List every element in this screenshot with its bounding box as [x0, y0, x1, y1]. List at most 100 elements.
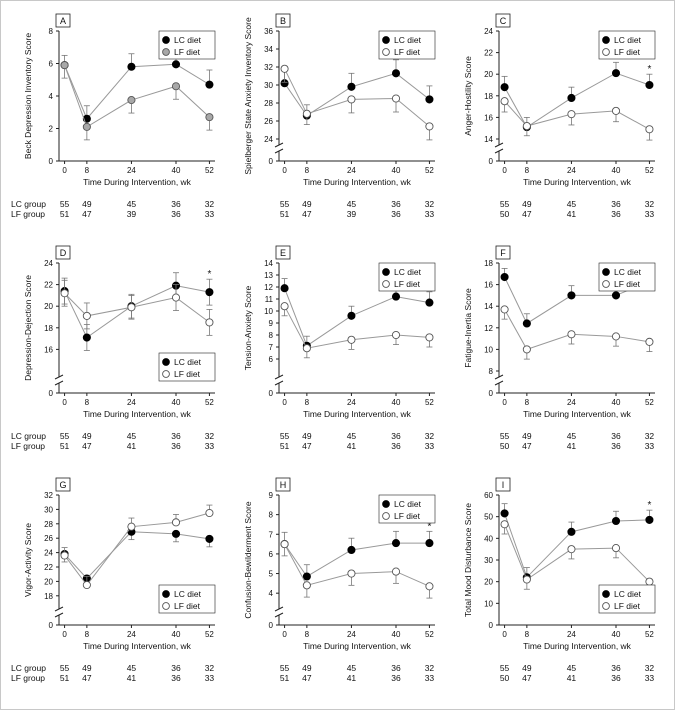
data-point: [522, 575, 531, 584]
x-axis-label: Time During Intervention, wk: [303, 641, 412, 651]
panel-letter-box: [55, 245, 71, 260]
series-lf: [280, 64, 434, 141]
y-tick-label: 24: [264, 135, 273, 144]
axis-break-mark: [54, 374, 64, 380]
data-point: [302, 572, 311, 581]
panel-letter-box: [55, 13, 71, 28]
y-tick-label: 50: [484, 513, 493, 522]
x-tick-label: 40: [612, 630, 621, 639]
legend: LC diet LF diet: [378, 262, 436, 292]
y-tick-label: 0: [269, 621, 274, 630]
x-tick-label: 40: [392, 398, 401, 407]
x-tick-label: 52: [205, 398, 214, 407]
n-value-lf: 36: [391, 209, 401, 219]
y-tick-label: 2: [49, 125, 54, 134]
y-tick-label: 7: [269, 343, 274, 352]
panel-d: 0 16 18 20 22 24 0 8 24 40 52 Time During Intervent…: [11, 245, 216, 451]
panel-c: 0 14 16 18 20 22 24 0 8 24 40 52 Time During Interve…: [463, 13, 656, 219]
y-tick-label: 22: [44, 563, 53, 572]
legend: LC diet LF diet: [598, 584, 656, 614]
x-tick-label: 8: [85, 398, 90, 407]
data-point: [567, 545, 576, 554]
n-value-lc: 45: [347, 199, 357, 209]
y-tick-label: 16: [484, 113, 493, 122]
x-tick-label: 24: [127, 398, 136, 407]
y-tick-label: 34: [264, 45, 273, 54]
group-label-lf: LF group: [11, 209, 45, 219]
data-point: [205, 80, 214, 89]
n-value-lf: 51: [60, 673, 70, 683]
x-axis-label: Time During Intervention, wk: [523, 177, 632, 187]
legend-marker: [162, 36, 170, 44]
significance-star: *: [647, 500, 651, 511]
panel-b: 0 24 26 28 30 32 34 36 0 8 24 40 52 Time During Inter…: [243, 13, 436, 219]
data-point: [347, 569, 356, 578]
x-axis-label: Time During Intervention, wk: [83, 409, 192, 419]
series-lf: [60, 504, 214, 590]
x-tick-label: 24: [567, 630, 576, 639]
n-value-lc: 55: [60, 199, 70, 209]
n-value-lc: 45: [127, 431, 137, 441]
legend-label: LF diet: [174, 47, 201, 57]
x-tick-label: 40: [172, 166, 181, 175]
x-tick-label: 40: [612, 398, 621, 407]
y-tick-label: 32: [264, 63, 273, 72]
n-value-lf: 51: [280, 209, 290, 219]
series-lf: [500, 520, 654, 592]
panel-letter: E: [280, 248, 286, 258]
legend-marker: [162, 358, 170, 366]
x-axis-label: Time During Intervention, wk: [523, 409, 632, 419]
data-point: [567, 110, 576, 119]
legend-marker: [382, 36, 390, 44]
n-value-lc: 32: [645, 199, 655, 209]
y-tick-label: 8: [489, 367, 494, 376]
x-axis-label: Time During Intervention, wk: [83, 641, 192, 651]
panel-letter-box: [495, 245, 511, 260]
n-value-lc: 49: [82, 199, 92, 209]
y-axis-label: Total Mood Disturbance Score: [463, 503, 473, 617]
x-tick-label: 0: [282, 398, 287, 407]
panel-letter-box: [275, 245, 291, 260]
legend-label: LF diet: [174, 601, 201, 611]
n-value-lc: 36: [611, 431, 621, 441]
group-label-lc: LC group: [11, 199, 46, 209]
n-value-lf: 36: [171, 209, 181, 219]
n-value-lf: 36: [171, 673, 181, 683]
x-tick-label: 24: [347, 398, 356, 407]
n-value-lc: 45: [127, 199, 137, 209]
n-value-lf: 36: [611, 441, 621, 451]
n-value-lf: 47: [82, 209, 92, 219]
y-tick-label: 26: [44, 534, 53, 543]
x-tick-label: 52: [205, 166, 214, 175]
x-tick-label: 52: [425, 630, 434, 639]
n-value-lf: 51: [280, 673, 290, 683]
x-tick-label: 8: [305, 630, 310, 639]
x-tick-label: 24: [127, 166, 136, 175]
x-tick-label: 24: [347, 630, 356, 639]
data-point: [500, 272, 509, 282]
n-value-lc: 55: [280, 663, 290, 673]
legend-box: [158, 30, 216, 60]
y-tick-label: 40: [484, 534, 493, 543]
data-point: [567, 330, 576, 339]
data-point: [611, 544, 621, 553]
data-point: [425, 539, 434, 548]
legend-marker: [602, 280, 610, 288]
y-tick-label: 28: [264, 99, 273, 108]
y-tick-label: 18: [44, 592, 53, 601]
legend-label: LF diet: [614, 47, 641, 57]
y-tick-label: 5: [269, 570, 274, 579]
n-value-lf: 47: [522, 673, 532, 683]
significance-star: *: [207, 269, 211, 280]
legend-marker: [162, 602, 170, 610]
panel-e: 0 6 7 8 9 10 11 12 13 14 0 8 24 40 52 Time During Inter…: [243, 245, 436, 451]
x-tick-label: 40: [172, 398, 181, 407]
axis-break-mark: [274, 148, 284, 154]
data-point: [567, 93, 576, 103]
n-value-lf: 50: [500, 441, 510, 451]
n-value-lf: 33: [425, 209, 435, 219]
